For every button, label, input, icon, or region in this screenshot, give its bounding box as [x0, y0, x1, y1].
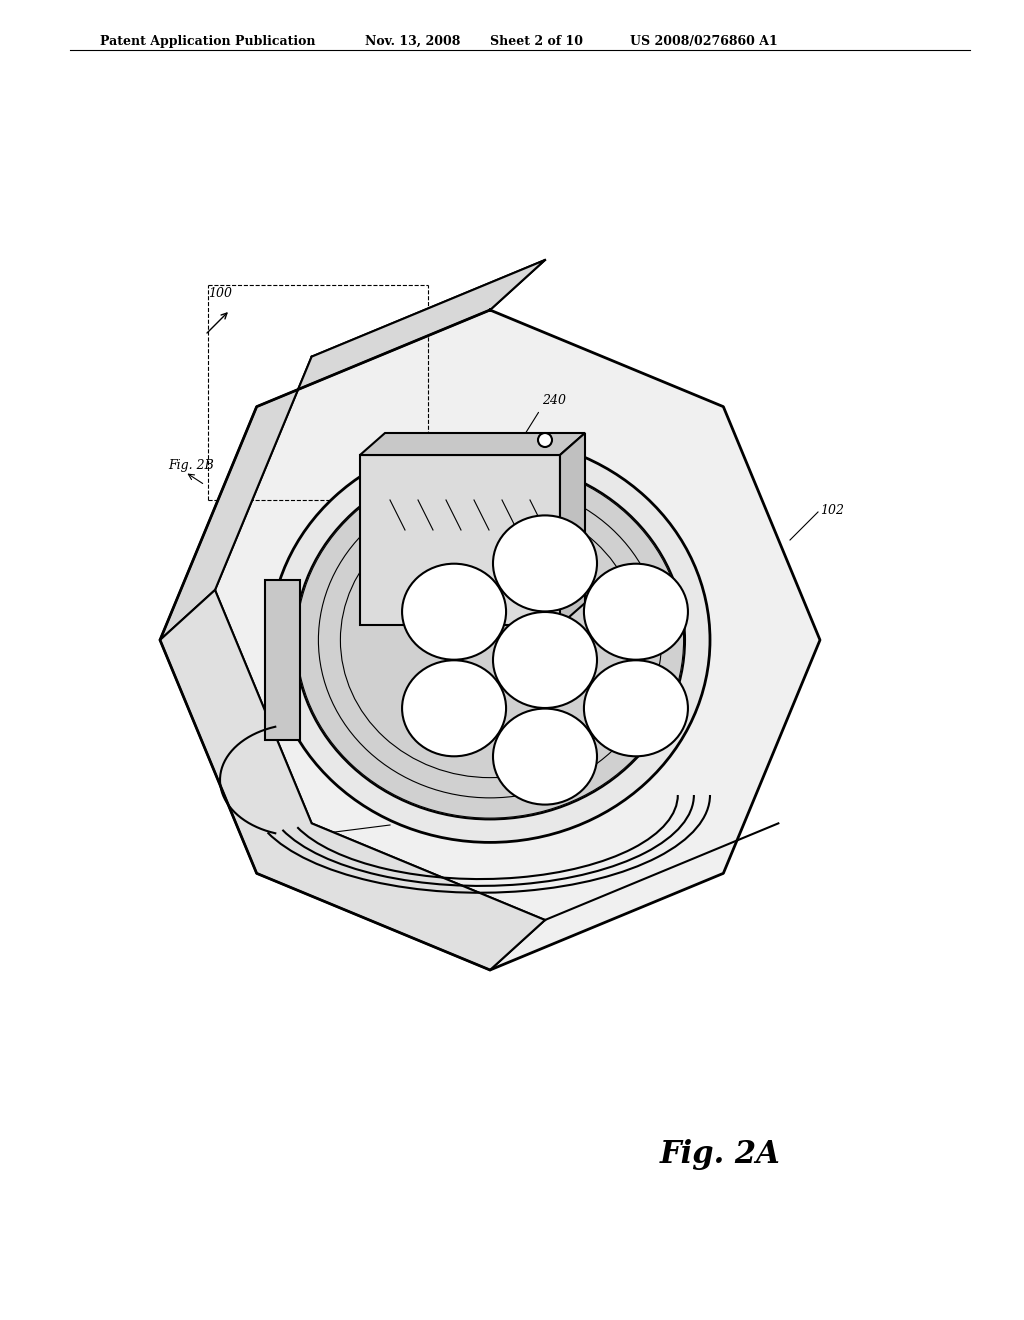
Text: 128: 128: [296, 578, 319, 591]
Ellipse shape: [493, 612, 597, 708]
Text: 114: 114: [555, 684, 579, 697]
Polygon shape: [160, 260, 545, 640]
Polygon shape: [160, 590, 545, 970]
Text: 234: 234: [555, 469, 579, 482]
Text: 118: 118: [276, 659, 300, 672]
Polygon shape: [560, 433, 585, 624]
Text: 122: 122: [416, 474, 440, 487]
Text: Sheet 2 of 10: Sheet 2 of 10: [490, 36, 583, 48]
Text: 240: 240: [542, 393, 566, 407]
Text: Fig. 2B: Fig. 2B: [168, 458, 214, 471]
Text: Fig. 2A: Fig. 2A: [659, 1139, 780, 1171]
Polygon shape: [265, 579, 300, 741]
Ellipse shape: [538, 433, 552, 447]
Text: Patent Application Publication: Patent Application Publication: [100, 36, 315, 48]
Text: 100: 100: [208, 286, 232, 300]
Polygon shape: [360, 433, 585, 455]
Ellipse shape: [402, 564, 506, 660]
Text: 238: 238: [301, 829, 325, 842]
Ellipse shape: [295, 461, 685, 820]
Ellipse shape: [584, 564, 688, 660]
Text: US 2008/0276860 A1: US 2008/0276860 A1: [630, 36, 778, 48]
Text: 102: 102: [820, 503, 844, 516]
Polygon shape: [360, 455, 560, 624]
Text: 236: 236: [381, 499, 406, 511]
Ellipse shape: [402, 660, 506, 756]
Ellipse shape: [270, 438, 710, 842]
Ellipse shape: [493, 709, 597, 805]
Polygon shape: [160, 310, 820, 970]
Ellipse shape: [493, 515, 597, 611]
Text: Nov. 13, 2008: Nov. 13, 2008: [365, 36, 461, 48]
Ellipse shape: [584, 660, 688, 756]
